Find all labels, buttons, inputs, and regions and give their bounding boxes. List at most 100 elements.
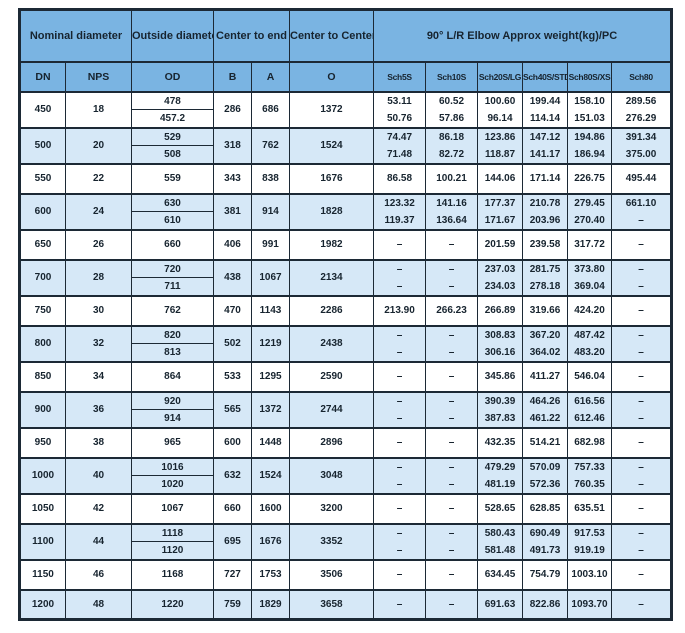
cell-a: 991 [251,229,290,260]
cell-weight-line: – [448,395,455,407]
cell-weight-line: 141.17 [529,148,561,160]
cell-b: 343 [213,163,252,194]
cell-dn: 800 [19,325,66,362]
cell-dn: 1150 [19,559,66,590]
cell-od: 820 813 [131,325,214,362]
cell-weight-line: 760.35 [574,478,605,490]
cell-weight-line: 123.86 [484,131,516,143]
cell-o: 2896 [289,427,374,458]
cell-dn: 850 [19,361,66,392]
cell-nps: 46 [65,559,132,590]
cell-weight: 226.75 [567,163,612,194]
cell-weight-line: – [448,412,455,424]
cell-weight: 345.86 [477,361,523,392]
cell-weight: 634.45 [477,559,523,590]
cell-weight: 917.53 919.19 [567,523,612,560]
cell-weight: – – [610,259,673,296]
header-group-row: Nominal diameter Outside diameter Center… [19,9,673,62]
cell-od: 1168 [131,559,214,590]
cell-weight-line: – [448,280,455,292]
cell-weight: 144.06 [477,163,523,194]
cell-a: 762 [251,127,290,164]
cell-weight: 237.03 234.03 [477,259,523,296]
cell-nps: 22 [65,163,132,194]
cell-weight: 319.66 [522,295,568,326]
cell-weight: 266.23 [425,295,478,326]
cell-weight-line: 237.03 [484,263,516,275]
header-elbow-weight-group: 90° L/R Elbow Approx weight(kg)/PC [372,9,673,62]
cell-weight-line: 917.53 [574,527,605,539]
cell-nps: 42 [65,493,132,524]
cell-weight: – [373,559,426,590]
column-header-sch80s-xs: Sch80S/XS [567,61,612,92]
cell-weight: 308.83 306.16 [477,325,523,362]
cell-a: 1372 [251,391,290,428]
cell-weight: 391.34 375.00 [610,127,673,164]
cell-weight: 514.21 [522,427,568,458]
cell-o: 2134 [289,259,374,296]
cell-dn: 1200 [19,589,66,620]
table-row: 800 32 820 813 502 1219 2438– – – –308.83 306.16 36… [19,325,673,362]
cell-dn: 950 [19,427,66,458]
cell-weight-line: – [638,527,644,539]
cell-weight: – [373,589,426,620]
cell-weight: 210.78 203.96 [522,193,568,230]
cell-o: 1676 [289,163,374,194]
cell-weight: 1003.10 [567,559,612,590]
cell-weight: 86.58 [373,163,426,194]
cell-weight: – – [373,391,426,428]
cell-dn: 600 [19,193,66,230]
cell-weight-line: 491.73 [529,544,561,556]
cell-weight-line: 114.14 [529,112,561,124]
cell-od: 1118 1120 [131,523,214,560]
cell-weight: 373.80 369.04 [567,259,612,296]
cell-nps: 28 [65,259,132,296]
cell-weight: – [425,493,478,524]
cell-weight: 266.89 [477,295,523,326]
cell-weight: 281.75 278.18 [522,259,568,296]
cell-nps: 38 [65,427,132,458]
cell-o: 3200 [289,493,374,524]
cell-weight: – [425,361,478,392]
cell-weight-line: 270.40 [574,214,605,226]
cell-weight: 141.16 136.64 [425,193,478,230]
cell-weight: 289.56 276.29 [610,91,673,128]
cell-weight: – – [610,391,673,428]
cell-weight-line: – [638,329,644,341]
cell-b: 759 [213,589,252,620]
page: { "colors":{ "border":"#1c2935", "header… [0,8,685,633]
table-row: 550 22 559 343 838 1676 86.58 100.21 144.06 171.1… [19,163,673,194]
cell-weight: – – [425,457,478,494]
cell-o: 2438 [289,325,374,362]
cell-od-line: 1118 [132,525,213,542]
table-row: 1150 46 1168 727 1753 3506– –634.45 754.79 1003.… [19,559,673,590]
cell-weight-line: 367.20 [529,329,561,341]
cell-weight: 464.26 461.22 [522,391,568,428]
cell-weight-line: 141.16 [436,197,467,209]
cell-b: 318 [213,127,252,164]
cell-a: 1676 [251,523,290,560]
cell-dn: 700 [19,259,66,296]
cell-od: 720 711 [131,259,214,296]
table-row: 900 36 920 914 565 1372 2744– – – –390.39 387.83 46… [19,391,673,428]
cell-weight: 570.09 572.36 [522,457,568,494]
cell-weight: 123.86 118.87 [477,127,523,164]
table-row: 1000 40 1016 1020 632 1524 3048– – – –479.29 481.1… [19,457,673,494]
cell-weight: 390.39 387.83 [477,391,523,428]
cell-weight: – [373,493,426,524]
cell-weight: – [610,229,673,260]
cell-b: 502 [213,325,252,362]
cell-weight: 616.56 612.46 [567,391,612,428]
cell-dn: 450 [19,91,66,128]
cell-weight: 53.11 50.76 [373,91,426,128]
cell-weight: 213.90 [373,295,426,326]
cell-weight-line: – [448,544,455,556]
cell-weight-line: 210.78 [529,197,561,209]
cell-o: 1524 [289,127,374,164]
cell-weight: – [425,229,478,260]
cell-od-line: 1120 [161,544,184,556]
cell-od: 965 [131,427,214,458]
column-header-o: O [289,61,374,92]
cell-a: 1600 [251,493,290,524]
cell-weight-line: – [638,263,644,275]
